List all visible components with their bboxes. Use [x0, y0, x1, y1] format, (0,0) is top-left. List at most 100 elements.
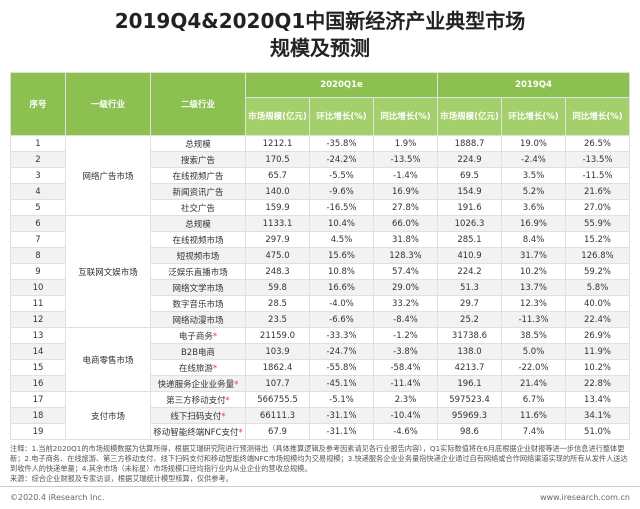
head-cell: 环比增长(%): [501, 97, 566, 136]
data-cell: 29.7: [437, 295, 502, 312]
data-cell: -24.2%: [309, 151, 374, 168]
data-cell: -22.0%: [501, 359, 566, 376]
data-cell: -4.0%: [309, 295, 374, 312]
title: 2019Q4&2020Q1中国新经济产业典型市场 规模及预测: [0, 8, 640, 62]
serial-cell: 18: [10, 407, 66, 424]
table-row: 4 新闻资讯广告 140.0 -9.6% 16.9% 154.9 5.2% 21.6%: [10, 183, 630, 200]
data-cell: 19.0%: [501, 135, 566, 152]
notes: 注释：1.当前2020Q1的市场规模数据为估算所得，根据艾瑞研究院进行预测得出（…: [10, 444, 630, 484]
data-cell: -58.4%: [373, 359, 438, 376]
data-cell: 51.0%: [565, 423, 630, 440]
serial-cell: 3: [10, 167, 66, 184]
data-cell: -5.5%: [309, 167, 374, 184]
data-cell: 5.8%: [565, 279, 630, 296]
data-cell: 224.2: [437, 263, 502, 280]
data-cell: 107.7: [245, 375, 310, 392]
data-cell: -31.1%: [309, 407, 374, 424]
data-cell: -45.1%: [309, 375, 374, 392]
data-cell: -1.4%: [373, 167, 438, 184]
data-cell: 59.8: [245, 279, 310, 296]
data-cell: 11.9%: [565, 343, 630, 360]
data-cell: 67.9: [245, 423, 310, 440]
data-cell: 1133.1: [245, 215, 310, 232]
title-line: 2019Q4&2020Q1中国新经济产业典型市场: [114, 9, 526, 33]
data-cell: 597523.4: [437, 391, 502, 408]
table-row: 16 快递服务企业业务量* 107.7 -45.1% -11.4% 196.1 21.4% 2…: [10, 375, 630, 392]
table-row: 1 网络广告市场 总规模 1212.1 -35.8% 1.9% 1888.7 19.0% 26.…: [10, 135, 630, 216]
data-cell: -9.6%: [309, 183, 374, 200]
note: 来源：综合企业财报及专家访谈，根据艾瑞统计模型核算，仅供参考。: [10, 474, 233, 483]
head-cell: 一级行业: [65, 72, 151, 136]
title-line: 规模及预测: [270, 36, 370, 60]
data-cell: 移动智能终端NFC支付*: [150, 423, 246, 440]
data-cell: -13.5%: [373, 151, 438, 168]
data-cell: 快递服务企业业务量*: [150, 375, 246, 392]
data-cell: 224.9: [437, 151, 502, 168]
data-cell: 1888.7: [437, 135, 502, 152]
note: 注释：1.当前2020Q1的市场规模数据为估算所得，根据艾瑞研究院进行预测得出（…: [10, 444, 628, 473]
data-cell: 21159.0: [245, 327, 310, 344]
data-cell: -16.5%: [309, 199, 374, 216]
data-cell: -55.8%: [309, 359, 374, 376]
data-cell: 12.3%: [501, 295, 566, 312]
data-cell: 第三方移动支付*: [150, 391, 246, 408]
data-cell: 21.6%: [565, 183, 630, 200]
table-row: 17 支付市场 第三方移动支付* 566755.5 -5.1% 2.3% 597523.4 6…: [10, 391, 630, 440]
data-cell: 285.1: [437, 231, 502, 248]
data-cell: 248.3: [245, 263, 310, 280]
serial-cell: 7: [10, 231, 66, 248]
data-cell: 线下扫码支付*: [150, 407, 246, 424]
data-cell: 1212.1: [245, 135, 310, 152]
head-cell: 2019Q4: [437, 72, 630, 98]
data-cell: 196.1: [437, 375, 502, 392]
data-cell: 170.5: [245, 151, 310, 168]
head-cell: 序号: [10, 72, 66, 136]
market-table: 序号 一级行业 二级行业 2020Q1e 2019Q4 市场规模(亿元) 环比增长(%) 同…: [10, 72, 630, 440]
table-row: 9 泛娱乐直播市场 248.3 10.8% 57.4% 224.2 10.2% 59.2%: [10, 263, 630, 280]
data-cell: 26.5%: [565, 135, 630, 152]
table-row: 3 在线视频广告 65.7 -5.5% -1.4% 69.5 3.5% -11.5%: [10, 167, 630, 184]
serial-cell: 15: [10, 359, 66, 376]
data-cell: 475.0: [245, 247, 310, 264]
serial-cell: 17: [10, 391, 66, 408]
data-cell: 55.9%: [565, 215, 630, 232]
data-cell: 1862.4: [245, 359, 310, 376]
group-cell: 网络广告市场: [65, 135, 151, 216]
data-cell: 新闻资讯广告: [150, 183, 246, 200]
data-cell: -5.1%: [309, 391, 374, 408]
serial-cell: 11: [10, 295, 66, 312]
data-cell: 短视频市场: [150, 247, 246, 264]
data-cell: 25.2: [437, 311, 502, 328]
data-cell: 66.0%: [373, 215, 438, 232]
head-cell: 同比增长(%): [373, 97, 438, 136]
data-cell: 29.0%: [373, 279, 438, 296]
data-cell: 65.7: [245, 167, 310, 184]
serial-cell: 19: [10, 423, 66, 440]
data-cell: -11.5%: [565, 167, 630, 184]
data-cell: 51.3: [437, 279, 502, 296]
serial-cell: 16: [10, 375, 66, 392]
data-cell: -33.3%: [309, 327, 374, 344]
serial-cell: 4: [10, 183, 66, 200]
data-cell: 138.0: [437, 343, 502, 360]
data-cell: 126.8%: [565, 247, 630, 264]
data-cell: 总规模: [150, 215, 246, 232]
data-cell: 7.4%: [501, 423, 566, 440]
data-cell: 3.6%: [501, 199, 566, 216]
group-cell: 电商零售市场: [65, 327, 151, 392]
data-cell: 154.9: [437, 183, 502, 200]
data-cell: 22.4%: [565, 311, 630, 328]
data-cell: -1.2%: [373, 327, 438, 344]
data-cell: 23.5: [245, 311, 310, 328]
table-row: 5 社交广告 159.9 -16.5% 27.8% 191.6 3.6% 27.0%: [10, 199, 630, 216]
data-cell: 8.4%: [501, 231, 566, 248]
table-row: 15 在线旅游* 1862.4 -55.8% -58.4% 4213.7 -22.0% 10.…: [10, 359, 630, 376]
data-cell: -35.8%: [309, 135, 374, 152]
data-cell: 566755.5: [245, 391, 310, 408]
data-cell: 40.0%: [565, 295, 630, 312]
serial-cell: 6: [10, 215, 66, 232]
head-cell: 市场规模(亿元): [245, 97, 310, 136]
data-cell: 98.6: [437, 423, 502, 440]
copyright: ©2020.4 iResearch Inc.: [10, 493, 105, 502]
footer: ©2020.4 iResearch Inc. www.iresearch.com…: [0, 486, 640, 509]
